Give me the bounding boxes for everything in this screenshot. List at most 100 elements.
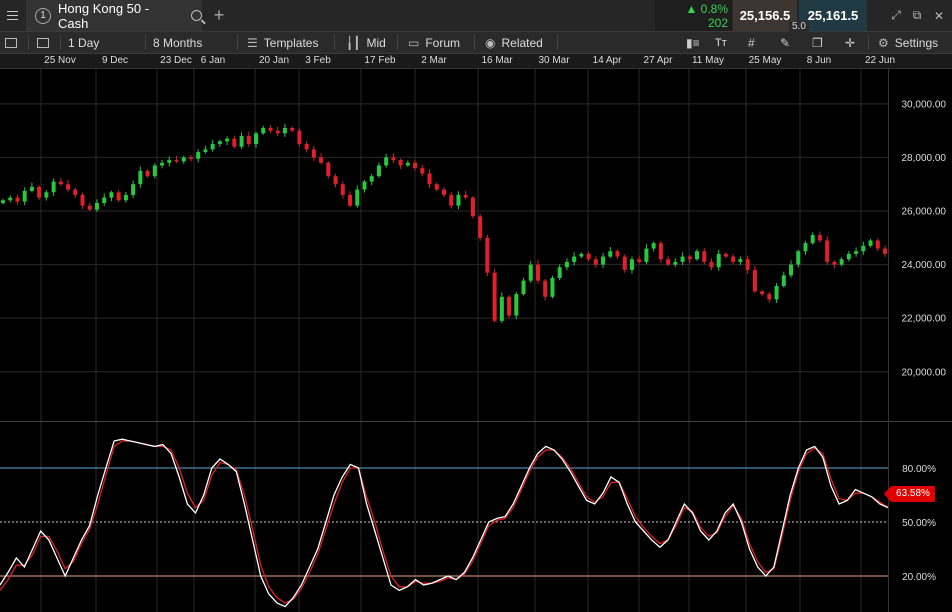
candle [810,232,815,245]
menu-icon[interactable] [0,0,24,31]
date-label: 25 Nov [44,55,76,66]
candle [268,124,273,133]
candle [348,191,353,208]
buy-price-button[interactable]: 25,161.5 [799,0,867,31]
interval-selector[interactable]: 1 Day [68,35,100,50]
candles-icon: ╽┃ [346,35,361,50]
date-label: 25 May [748,55,782,66]
candle [58,177,63,186]
candle [752,265,757,293]
search-icon[interactable] [191,10,202,21]
candle [593,256,598,268]
candle [203,145,208,154]
price-type-button[interactable]: ╽┃ Mid [346,32,386,53]
list-icon[interactable] [5,32,23,53]
candle [160,159,165,169]
candle [767,291,772,303]
candle [658,240,663,263]
copy-icon[interactable]: ❐ [812,35,823,50]
candle [687,254,692,263]
candle [514,291,519,320]
candle [485,234,490,277]
change-percent: ▲ 0.8% [685,1,728,16]
candle [629,256,634,274]
candle [760,289,765,297]
candle [492,269,497,323]
candle [745,255,750,274]
date-label: 22 Jun [864,55,896,66]
related-label: Related [501,35,543,50]
layout-icon[interactable] [37,32,55,53]
close-icon[interactable]: ✕ [933,8,945,23]
candle [196,149,201,163]
candle [152,163,157,179]
candle [282,123,287,137]
candle [210,139,215,152]
change-points: 202 [707,15,728,30]
candle [355,185,360,208]
candle [507,295,512,319]
candle [615,249,620,259]
rsi-line [0,438,889,608]
candle [861,241,866,255]
text-icon[interactable]: Tт [715,36,727,49]
date-label: 8 Jun [806,55,832,66]
date-label: 27 Apr [643,55,673,66]
price-tick-label: 30,000.00 [902,99,947,110]
date-label: 16 Mar [481,55,513,66]
date-label: 17 Feb [364,55,396,66]
candle [188,155,193,162]
templates-button[interactable]: ☰ Templates [247,32,318,53]
period-selector[interactable]: 8 Months [153,35,203,50]
eye-icon: ◉ [485,35,496,50]
candle [246,131,251,147]
rsi-tick-label: 80.00% [902,464,936,475]
popout-icon[interactable]: ⧉ [912,8,922,22]
candle [680,252,685,265]
candle [232,135,237,149]
candle [723,252,728,259]
candle [290,126,295,133]
crosshair-icon[interactable]: ✛ [845,35,856,50]
candle [637,255,642,264]
price-tick-label: 20,000.00 [902,367,947,378]
candle [405,160,410,168]
rsi-current-value-tag: 63.58% [884,486,935,502]
candle [420,164,425,177]
candle [499,292,504,324]
date-label: 3 Feb [305,55,331,66]
related-button[interactable]: ◉ Related [485,32,543,53]
date-axis: 25 Nov 9 Dec 23 Dec 6 Jan 20 Jan 3 Feb 17 Feb 2… [0,54,952,69]
candle [94,199,99,212]
grid-icon[interactable]: # [748,35,755,50]
candle [73,187,78,198]
date-label: 23 Dec [160,55,192,66]
candle [304,141,309,153]
forum-label: Forum [425,35,461,50]
sell-price-button[interactable]: 25,156.5 [733,0,797,31]
plus-icon[interactable]: + [213,5,225,25]
price-tick-label: 24,000.00 [902,260,947,271]
candle [87,202,92,212]
settings-button[interactable]: ⚙ Settings [878,32,938,53]
price-tick-label: 26,000.00 [902,207,947,218]
forum-button[interactable]: ▭ Forum [408,32,460,53]
instrument-tab[interactable]: 1 Hong Kong 50 - Cash [26,0,202,31]
candle [109,190,114,202]
templates-icon: ☰ [247,35,258,50]
settings-label: Settings [894,35,939,50]
instrument-name: Hong Kong 50 - Cash [58,0,150,31]
candle [868,238,873,248]
candle [789,260,794,278]
value-axis: 30,000.00 28,000.00 26,000.00 24,000.00 22,0… [902,99,947,583]
mid-label: Mid [366,35,386,50]
candle [22,187,27,206]
candle [174,155,179,164]
candle [442,187,446,198]
drawing-icon[interactable]: ✎ [780,35,791,50]
ruler-icon[interactable]: ▮≡ [686,35,700,50]
candle [846,250,851,262]
date-label: 11 May [691,55,725,66]
expand-icon[interactable]: ⤢ [891,8,901,22]
